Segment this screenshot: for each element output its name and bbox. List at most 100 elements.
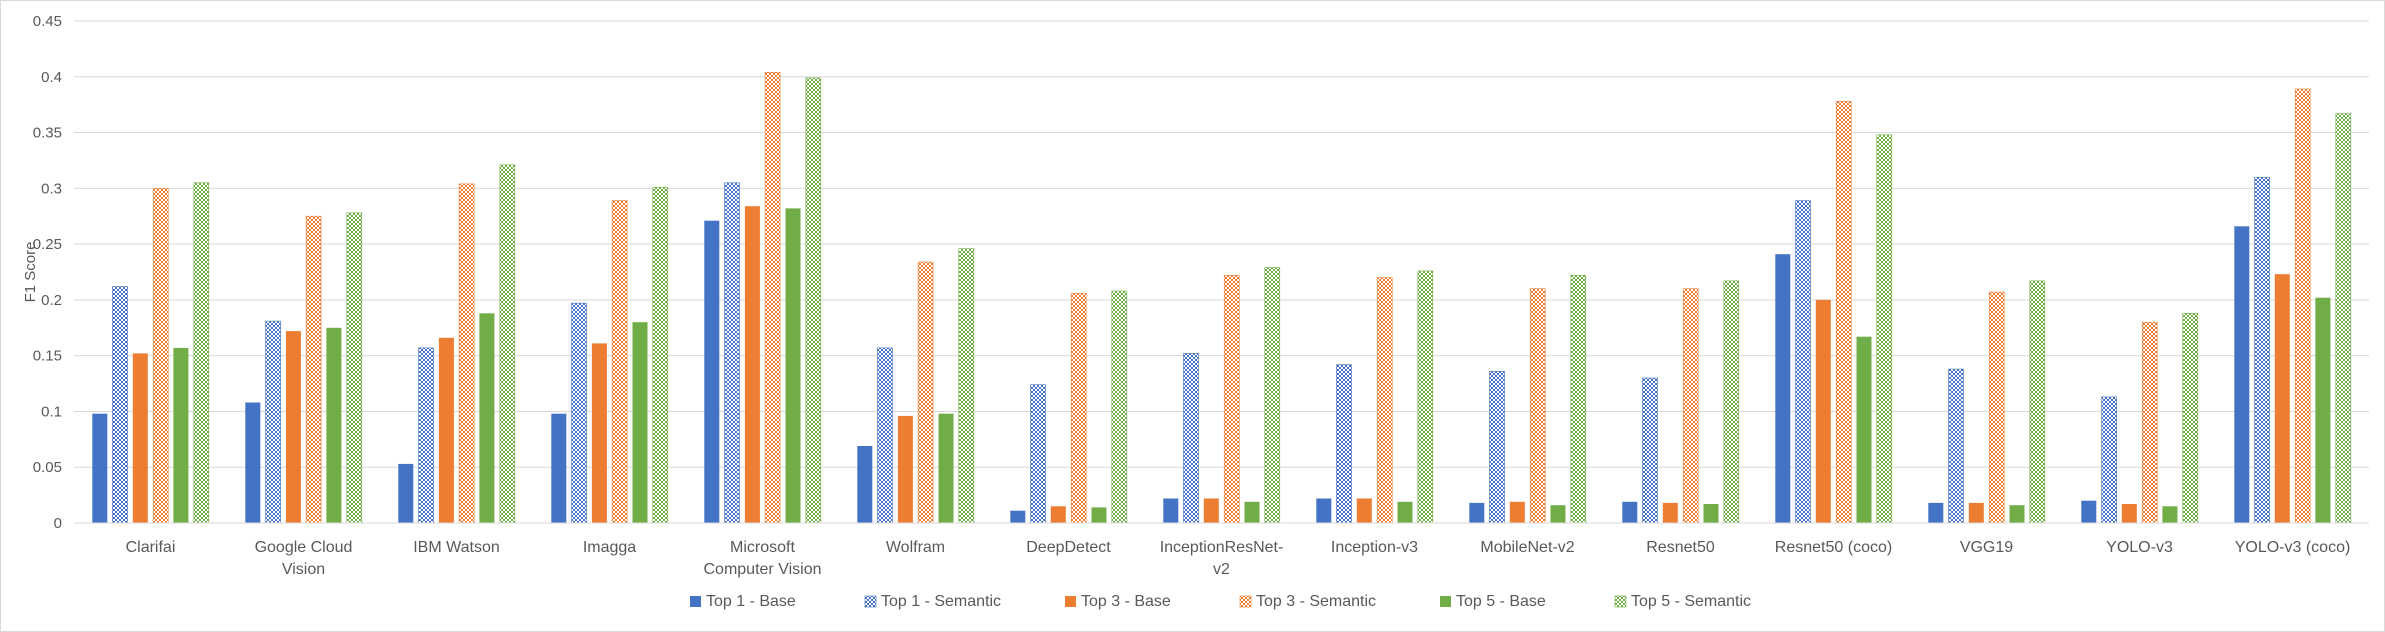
x-category-label: Resnet50 (coco) [1775, 539, 1892, 556]
bar-top-5-base-10 [1703, 504, 1719, 523]
bar-top-5-semantic-4 [805, 77, 822, 524]
legend-swatch [1614, 595, 1627, 608]
bar-top-3-base-6 [1050, 506, 1066, 523]
legend-swatch [864, 595, 877, 608]
bar-top-1-base-12 [1928, 502, 1944, 523]
bar-top-3-semantic-4 [764, 72, 781, 524]
legend-item: Top 3 - Semantic [1239, 593, 1376, 610]
legend-label: Top 5 - Base [1456, 593, 1546, 610]
bar-top-5-semantic-6 [1111, 290, 1128, 524]
bar-top-3-base-13 [2121, 504, 2137, 523]
bar-top-3-semantic-3 [611, 200, 628, 524]
bar-top-5-semantic-1 [346, 212, 363, 524]
bar-top-5-semantic-8 [1417, 270, 1434, 524]
bar-top-3-base-9 [1509, 501, 1525, 523]
legend-label: Top 1 - Semantic [881, 593, 1001, 610]
bar-top-5-semantic-0 [193, 182, 210, 524]
x-category-label: VGG19 [1960, 539, 2013, 556]
bar-top-1-semantic-3 [571, 302, 587, 524]
bar-top-1-semantic-7 [1183, 353, 1199, 524]
bar-top-1-semantic-0 [112, 286, 128, 524]
y-tick-label: 0.35 [33, 125, 62, 142]
y-axis-tick-labels: 0 0.05 0.1 0.15 0.2 0.25 0.3 0.35 0.4 0.45 [33, 13, 62, 532]
x-category-label: DeepDetect [1026, 539, 1111, 556]
legend-label: Top 3 - Base [1081, 593, 1171, 610]
bar-top-5-semantic-12 [2029, 280, 2046, 524]
bar-top-1-semantic-2 [418, 347, 434, 524]
bar-top-3-base-8 [1356, 498, 1372, 523]
x-category-label: Imagga [583, 539, 636, 556]
bar-top-1-semantic-13 [2101, 396, 2117, 524]
bar-top-3-semantic-6 [1070, 292, 1087, 524]
bar-top-1-base-10 [1622, 501, 1638, 523]
y-tick-label: 0.4 [41, 69, 62, 86]
bar-top-5-base-11 [1856, 336, 1872, 523]
bar-top-1-base-4 [704, 220, 720, 523]
x-category-label: Wolfram [886, 539, 945, 556]
bar-top-3-base-5 [897, 415, 913, 523]
legend-label: Top 5 - Semantic [1631, 593, 1751, 610]
bar-top-1-semantic-6 [1030, 384, 1046, 524]
x-category-label: IBM Watson [413, 539, 500, 556]
bar-top-3-semantic-12 [1988, 291, 2005, 524]
x-category-label: Google Cloud Vision [255, 539, 353, 578]
x-category-label: Resnet50 [1646, 539, 1715, 556]
bar-top-5-base-14 [2315, 297, 2331, 523]
bar-top-5-semantic-10 [1723, 280, 1740, 524]
bar-top-5-base-7 [1244, 501, 1260, 523]
bar-top-1-base-13 [2081, 500, 2097, 523]
bar-top-5-semantic-2 [499, 164, 516, 524]
bar-top-3-base-11 [1815, 299, 1831, 523]
bar-top-1-semantic-9 [1489, 370, 1505, 524]
legend-item: Top 3 - Base [1065, 593, 1171, 610]
bar-top-1-base-9 [1469, 502, 1485, 523]
bar-top-3-semantic-1 [305, 215, 322, 524]
bar-top-3-semantic-14 [2294, 88, 2311, 524]
bar-top-5-semantic-11 [1876, 134, 1893, 524]
bar-top-1-base-7 [1163, 498, 1179, 523]
bar-top-1-semantic-5 [877, 347, 893, 524]
y-tick-label: 0.45 [33, 13, 62, 30]
bar-top-3-base-10 [1662, 502, 1678, 523]
bar-top-5-semantic-3 [652, 186, 669, 524]
bar-top-5-base-3 [632, 322, 648, 523]
bar-top-1-semantic-1 [265, 320, 281, 524]
bar-top-1-semantic-11 [1795, 200, 1811, 524]
bar-top-3-semantic-11 [1835, 101, 1852, 524]
bar-top-3-base-14 [2274, 274, 2290, 523]
x-category-label: YOLO-v3 [2106, 539, 2173, 556]
y-tick-label: 0.15 [33, 348, 62, 365]
y-tick-label: 0 [54, 515, 62, 532]
legend-swatch [1440, 596, 1451, 607]
bar-top-5-base-4 [785, 208, 801, 523]
bar-top-1-semantic-8 [1336, 364, 1352, 524]
bar-top-1-base-6 [1010, 510, 1026, 523]
y-tick-label: 0.3 [41, 180, 62, 197]
bar-top-5-base-1 [326, 327, 342, 523]
bar-top-1-base-8 [1316, 498, 1332, 523]
bar-top-5-semantic-9 [1570, 274, 1587, 524]
bar-top-3-base-12 [1968, 502, 1984, 523]
gridlines [74, 20, 2369, 468]
bar-top-5-base-0 [173, 347, 189, 523]
x-category-label: Inception-v3 [1331, 539, 1418, 556]
bar-top-1-semantic-12 [1948, 368, 1964, 524]
bar-top-1-semantic-10 [1642, 377, 1658, 524]
bar-top-5-base-8 [1397, 501, 1413, 523]
bar-top-1-base-2 [398, 463, 414, 523]
x-axis-category-labels: Clarifai Google Cloud Vision IBM Watson Imag… [126, 539, 2351, 578]
bar-top-5-base-5 [938, 413, 954, 523]
legend-item: Top 1 - Base [690, 593, 796, 610]
bar-top-1-base-11 [1775, 254, 1791, 523]
bar-top-5-base-9 [1550, 505, 1566, 523]
legend-label: Top 1 - Base [706, 593, 796, 610]
x-category-label: Clarifai [126, 539, 176, 556]
bar-top-1-semantic-14 [2254, 176, 2270, 524]
legend-item: Top 1 - Semantic [864, 593, 1001, 610]
bar-top-3-semantic-10 [1682, 288, 1699, 524]
y-tick-label: 0.2 [41, 292, 62, 309]
bar-top-3-base-0 [132, 353, 148, 523]
bar-top-5-semantic-5 [958, 248, 975, 524]
